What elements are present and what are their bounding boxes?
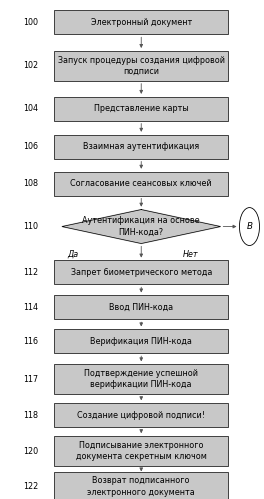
Text: Нет: Нет	[182, 250, 198, 259]
Text: 122: 122	[23, 482, 38, 491]
FancyBboxPatch shape	[54, 364, 228, 394]
Text: Взаимная аутентификация: Взаимная аутентификация	[83, 142, 199, 151]
Text: Ввод ПИН-кода: Ввод ПИН-кода	[109, 303, 173, 312]
Text: Запуск процедуры создания цифровой
подписи: Запуск процедуры создания цифровой подпи…	[58, 56, 225, 76]
Polygon shape	[62, 210, 220, 244]
Text: 114: 114	[23, 303, 38, 312]
FancyBboxPatch shape	[54, 472, 228, 499]
Text: 100: 100	[23, 18, 38, 27]
Text: Верификация ПИН-кода: Верификация ПИН-кода	[90, 337, 192, 346]
Text: 120: 120	[23, 447, 38, 456]
Circle shape	[239, 208, 260, 246]
Text: Запрет биометрического метода: Запрет биометрического метода	[70, 268, 212, 277]
FancyBboxPatch shape	[54, 10, 228, 34]
Text: Аутентификация на основе
ПИН-кода?: Аутентификация на основе ПИН-кода?	[82, 217, 200, 237]
Text: 108: 108	[23, 179, 38, 188]
Text: 118: 118	[23, 411, 38, 420]
FancyBboxPatch shape	[54, 403, 228, 427]
Text: Подтверждение успешной
верификации ПИН-кода: Подтверждение успешной верификации ПИН-к…	[84, 369, 198, 389]
Text: 117: 117	[23, 375, 38, 384]
FancyBboxPatch shape	[54, 135, 228, 159]
FancyBboxPatch shape	[54, 97, 228, 121]
FancyBboxPatch shape	[54, 436, 228, 466]
Text: Представление карты: Представление карты	[94, 104, 188, 113]
Text: 104: 104	[23, 104, 38, 113]
Text: Возврат подписанного
электронного документа: Возврат подписанного электронного докуме…	[87, 477, 195, 497]
Text: Да: Да	[67, 250, 78, 259]
Text: Создание цифровой подписи!: Создание цифровой подписи!	[77, 411, 205, 420]
Text: Электронный документ: Электронный документ	[91, 18, 192, 27]
FancyBboxPatch shape	[54, 172, 228, 196]
Text: 106: 106	[23, 142, 38, 151]
FancyBboxPatch shape	[54, 295, 228, 319]
Text: Согласование сеансовых ключей: Согласование сеансовых ключей	[70, 179, 212, 188]
FancyBboxPatch shape	[54, 51, 228, 81]
FancyBboxPatch shape	[54, 329, 228, 353]
Text: Подписывание электронного
документа секретным ключом: Подписывание электронного документа секр…	[76, 441, 207, 461]
FancyBboxPatch shape	[54, 260, 228, 284]
Text: 112: 112	[23, 268, 38, 277]
Text: 102: 102	[23, 61, 38, 70]
Text: B: B	[247, 222, 252, 231]
Text: 110: 110	[23, 222, 38, 231]
Text: 116: 116	[23, 337, 38, 346]
